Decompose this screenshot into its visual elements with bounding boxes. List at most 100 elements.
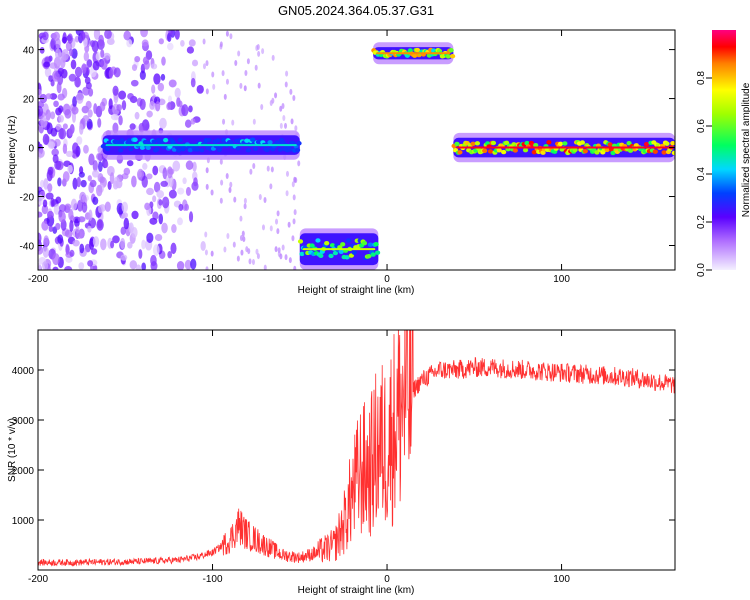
spectrogram-cell — [185, 186, 192, 196]
spectrogram-cell — [284, 81, 288, 88]
spectrogram-cell — [503, 140, 510, 146]
spectrogram-cell — [190, 77, 196, 88]
spectrogram-cell — [291, 181, 295, 188]
spectrogram-cell — [46, 122, 53, 135]
spectrogram-cell — [149, 100, 155, 110]
spectrogram-cell — [57, 67, 65, 75]
spectrogram-cell — [150, 254, 157, 267]
spectrogram-cell — [87, 109, 93, 118]
spectrogram-cell — [252, 118, 256, 125]
spectrogram-cell — [100, 57, 108, 70]
spectrogram-cell — [83, 37, 88, 47]
spectrogram-cell — [149, 217, 158, 225]
spectrogram-cell — [158, 38, 164, 45]
spectrogram-cell — [120, 254, 128, 261]
spectrogram-cell — [92, 236, 100, 248]
spectrogram-cell — [110, 240, 115, 249]
spectrogram-cell — [152, 165, 159, 176]
spectrogram-cell — [252, 146, 259, 151]
spectrogram-cell — [182, 177, 187, 185]
spectrogram-cell — [285, 190, 289, 197]
spectrogram-cell — [522, 147, 529, 153]
spectrogram-cell — [546, 140, 552, 145]
spectrogram-cell — [83, 144, 89, 154]
spectrogram-cell — [154, 147, 160, 152]
spectrogram-cell — [243, 85, 247, 92]
spectrogram-cell — [56, 81, 62, 94]
spectrogram-cell — [211, 71, 215, 78]
spectrogram-cell — [68, 209, 74, 221]
spectrogram-cell — [299, 251, 305, 257]
y-tick-label: -40 — [20, 242, 35, 253]
spectrogram-cell — [79, 243, 85, 254]
spectrogram-cell — [194, 147, 201, 152]
spectrogram-cell — [44, 67, 52, 78]
spectrogram-cell — [664, 141, 670, 146]
spectrogram-cell — [274, 246, 278, 253]
spectrogram-cell — [501, 149, 507, 155]
spectrogram-cell — [340, 242, 346, 247]
spectrogram-cell — [50, 111, 56, 120]
spectrogram-cell — [192, 161, 197, 172]
spectrogram-cell — [206, 137, 212, 143]
spectrogram-cell — [246, 58, 250, 65]
spectrogram-cell — [249, 168, 253, 175]
spectrogram-cell — [216, 147, 222, 153]
spectrogram-cell — [241, 230, 245, 237]
spectrogram-cell — [96, 152, 103, 161]
spectrogram-cell — [62, 143, 68, 154]
spectrogram-cell — [45, 93, 52, 100]
spectrogram-cell — [168, 30, 174, 36]
spectrogram-cell — [47, 166, 54, 176]
spectrogram-cell — [152, 195, 157, 203]
spectrogram-cell — [267, 140, 273, 145]
spectrogram-cell — [116, 104, 122, 112]
spectrogram-cell — [652, 149, 658, 154]
spectrogram-cell — [294, 125, 298, 132]
spectrogram-cell — [250, 137, 256, 142]
spectrogram-cell — [100, 238, 107, 251]
spectrogram-cell — [474, 141, 481, 146]
y-tick-label: 20 — [23, 95, 35, 106]
spectrogram-cell — [269, 99, 273, 106]
spectrogram-cell — [38, 211, 43, 218]
x-tick-label: -100 — [203, 574, 223, 585]
spectrogram-cell — [221, 137, 227, 143]
spectrogram-cell — [97, 220, 103, 229]
spectrogram-cell — [487, 149, 494, 154]
spectrogram-cell — [256, 253, 260, 260]
spectrogram-cell — [39, 179, 45, 188]
spectrogram-cell — [121, 100, 127, 111]
spectrogram-cell — [187, 147, 193, 153]
spectrogram-cell — [412, 53, 418, 58]
snr-frame — [37, 329, 676, 571]
spectrogram-cell — [68, 73, 77, 82]
y-tick-label: 3000 — [12, 416, 35, 427]
spectrogram-cell — [38, 245, 44, 255]
spectrogram-x-axis-label: Height of straight line (km) — [298, 285, 415, 296]
spectrogram-cell — [171, 224, 177, 234]
spectrogram-cell — [204, 231, 208, 238]
spectrogram-cell — [83, 51, 90, 62]
y-tick-label: 0 — [28, 144, 34, 155]
spectrogram-cell — [289, 88, 293, 95]
spectrogram-cell — [228, 187, 232, 194]
snr-axes: -200 -100 0 100 1000 2000 3000 4000 — [12, 330, 675, 585]
spectrogram-cell — [131, 227, 138, 238]
spectrogram-cell — [104, 160, 109, 168]
spectrogram-cell — [52, 31, 61, 42]
spectrogram-cell — [205, 266, 209, 270]
spectrogram-cell — [285, 170, 289, 177]
spectrogram-cell — [113, 67, 121, 78]
spectrogram-cell — [58, 105, 64, 113]
spectrogram-cell — [199, 147, 205, 153]
spectrogram-cell — [482, 148, 488, 153]
spectrogram-cell — [254, 64, 258, 71]
spectrogram-cell — [141, 239, 146, 250]
spectrogram-cell — [256, 43, 260, 50]
spectrogram-cell — [239, 234, 243, 241]
spectrogram-cell — [105, 146, 111, 152]
spectrogram-cell — [338, 249, 344, 254]
